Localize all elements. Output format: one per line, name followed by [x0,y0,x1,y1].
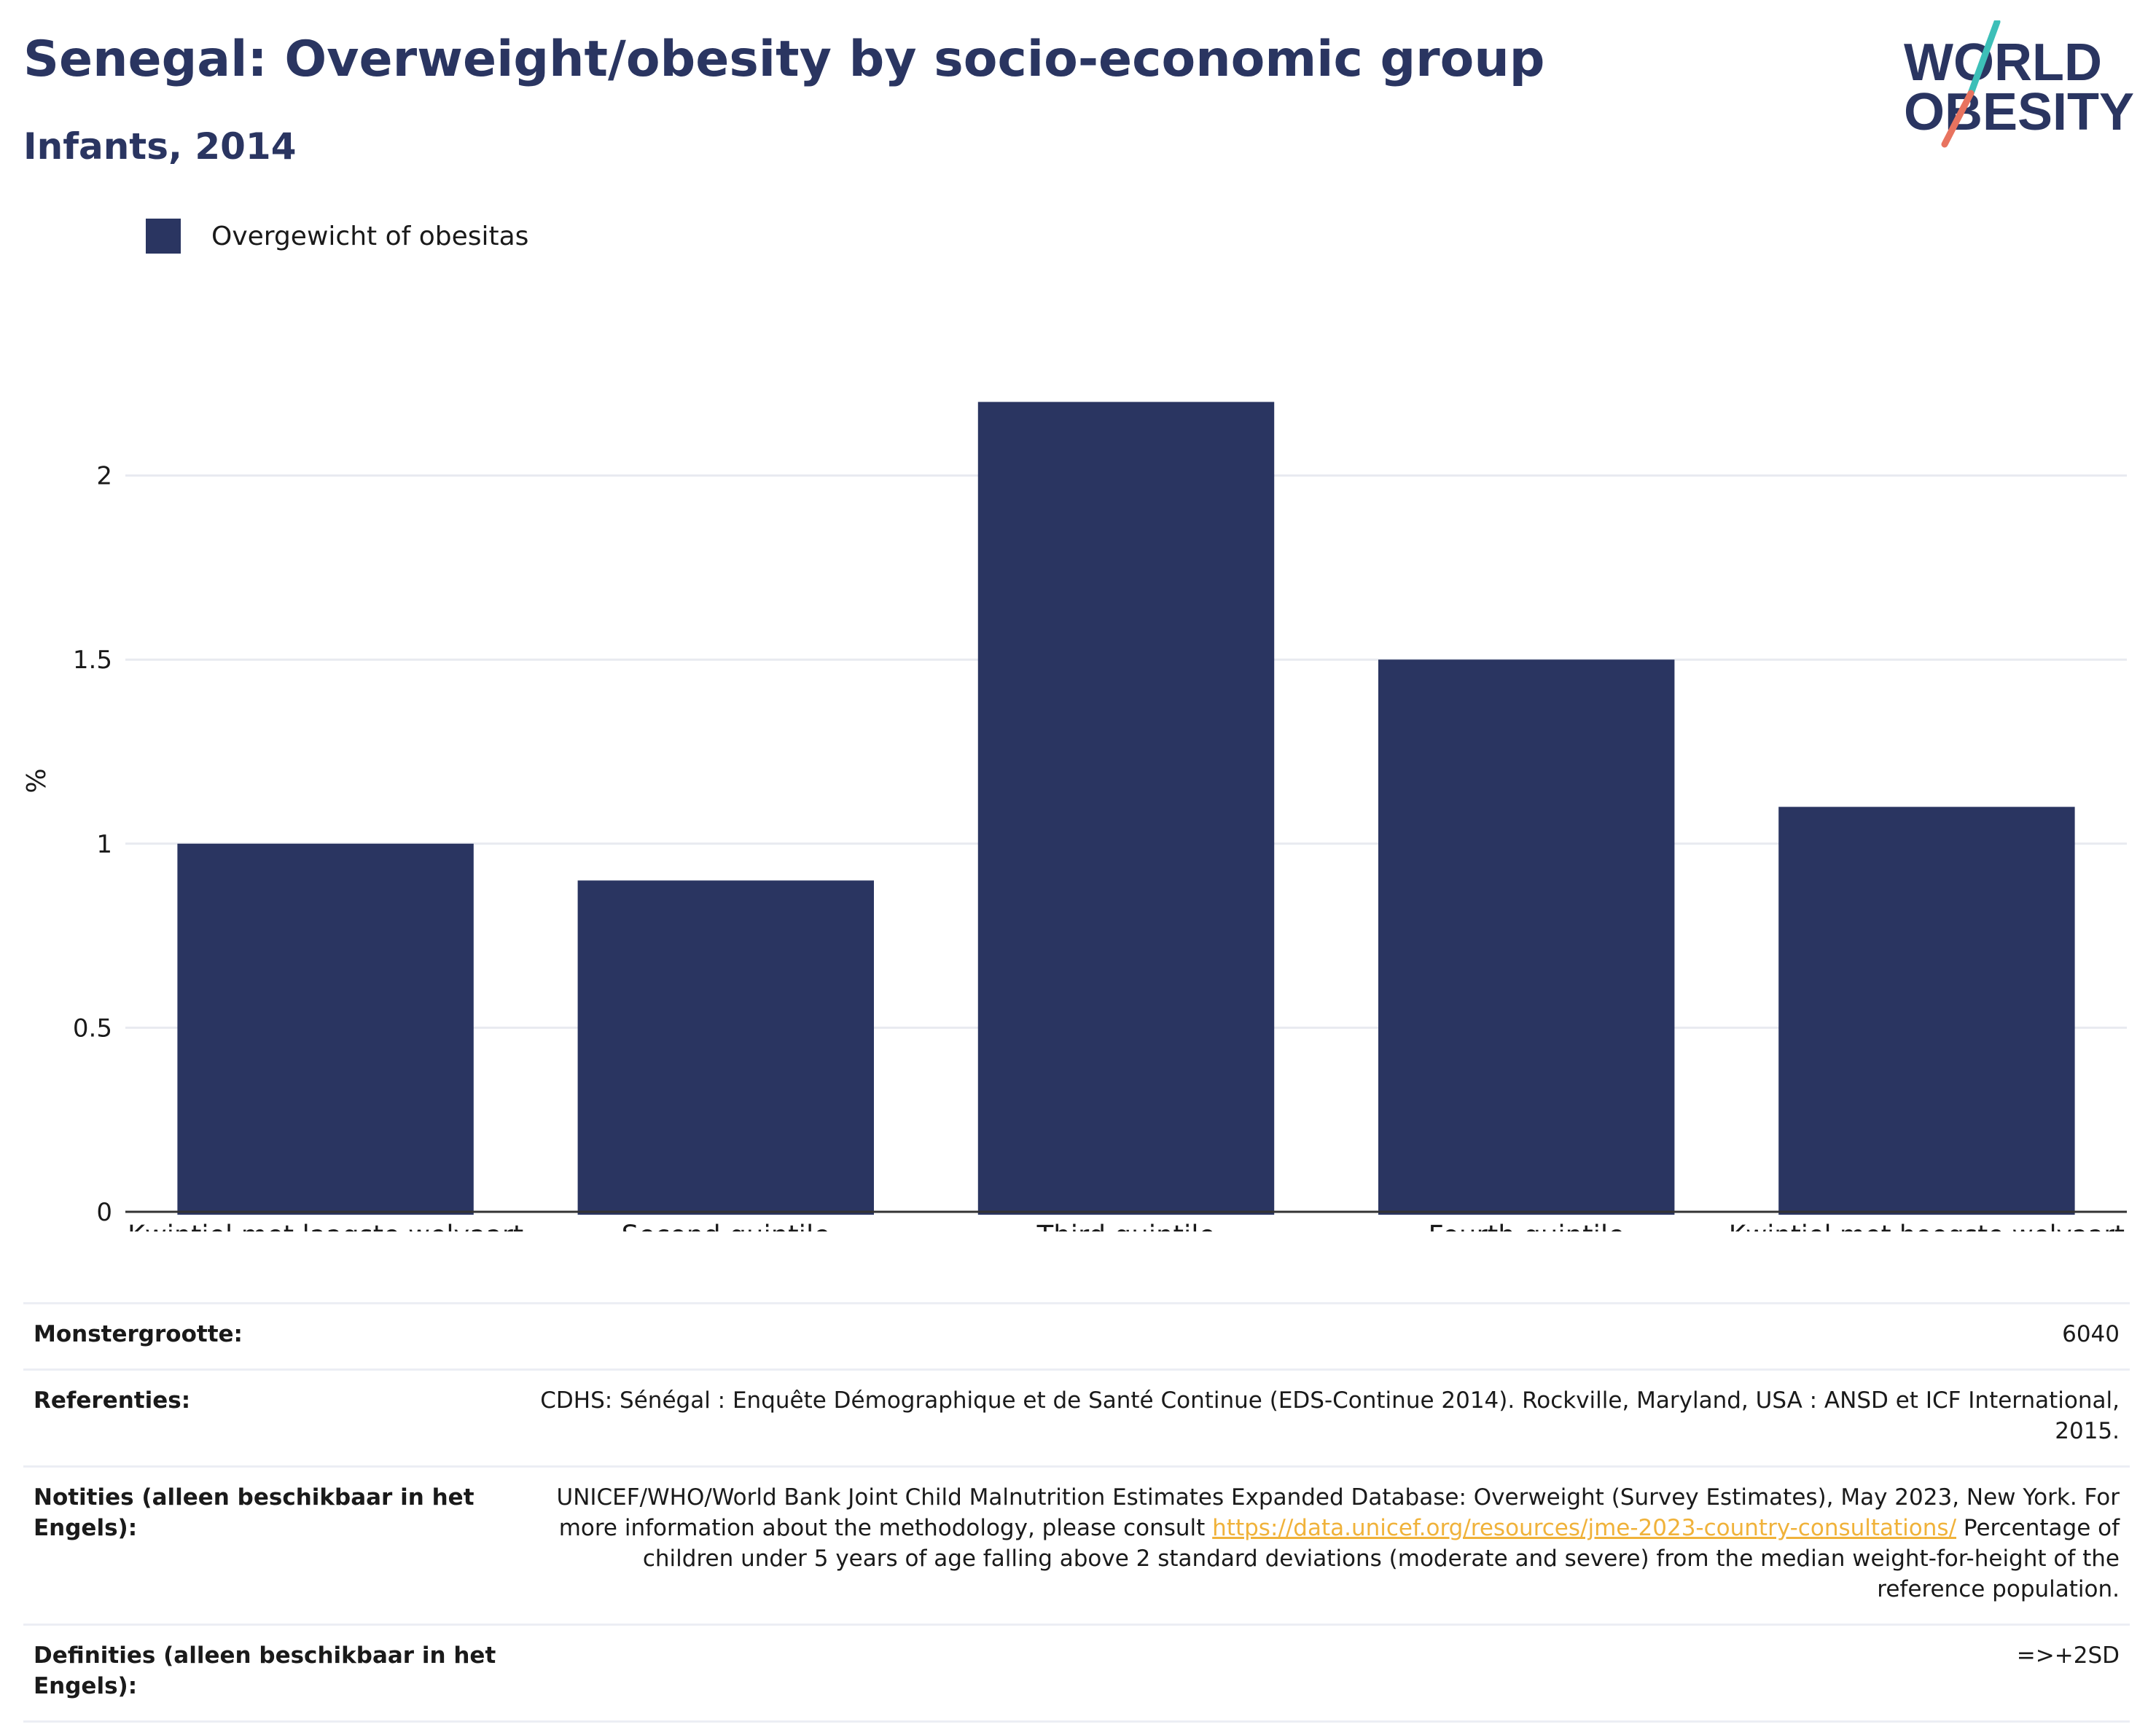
page-title: Senegal: Overweight/obesity by socio-eco… [23,31,1545,88]
logo-slash-coral [1941,90,1975,148]
meta-row-notes: Notities (alleen beschikbaar in het Enge… [23,1465,2130,1624]
notes-text-2: Percentage of children under 5 years of … [642,1515,2120,1602]
references-value: CDHS: Sénégal : Enquête Démographique et… [540,1387,2120,1444]
notes-link[interactable]: https://data.unicef.org/resources/jme-20… [1212,1515,1957,1541]
sample-size-value: 6040 [2062,1321,2120,1347]
y-tick-label: 0.5 [73,1014,112,1043]
y-tick-label: 1.5 [73,646,112,675]
chart-legend: Overgewicht of obesitas [146,216,528,256]
notes-label: Notities (alleen beschikbaar in het Enge… [34,1484,474,1541]
bar[interactable] [977,402,1275,1215]
bar[interactable] [177,843,474,1215]
meta-row-definitions: Definities (alleen beschikbaar in het En… [23,1624,2130,1723]
logo-line-1: WORLD [1904,34,2102,92]
notes-text: UNICEF/WHO/World Bank Joint Child Malnut… [556,1484,2120,1541]
bar-layer [177,402,2075,1215]
y-tick-label: 0 [96,1198,112,1227]
sample-size-label: Monstergrootte: [34,1321,243,1347]
bar-chart: 0 0.5 1 1.5 2 Kwintiel met laagste welvaart Se… [22,402,2127,1231]
references-label: Referenties: [34,1387,191,1414]
bar[interactable] [1778,807,2075,1215]
y-tick-label: 1 [96,830,112,859]
meta-row-references: Referenties: CDHS: Sénégal : Enquête Dém… [23,1368,2130,1465]
notes-value: UNICEF/WHO/World Bank Joint Child Malnut… [531,1482,2120,1605]
meta-row-sample-size: Monstergrootte: 6040 [23,1302,2130,1368]
axis-layer: 0 0.5 1 1.5 2 Kwintiel met laagste welvaart Se… [73,462,2127,1231]
bar[interactable] [577,880,875,1215]
definitions-label: Definities (alleen beschikbaar in het En… [34,1642,496,1699]
legend-label: Overgewicht of obesitas [211,221,529,251]
metadata-table: Monstergrootte: 6040 Referenties: CDHS: … [23,1302,2130,1723]
page-subtitle: Infants, 2014 [23,125,297,168]
x-tick-label: Fourth quintile [1428,1220,1624,1231]
bar[interactable] [1378,659,1675,1215]
y-axis-title: % [22,768,52,793]
logo-slash-teal [1967,20,2001,97]
x-tick-label: Kwintiel met laagste welvaart [128,1220,523,1231]
definitions-value: =>+2SD [2016,1642,2120,1669]
legend-swatch [146,219,181,254]
x-tick-label: Second quintile [622,1220,830,1231]
logo-line-2: OBESITY [1904,83,2134,141]
y-tick-label: 2 [96,462,112,491]
world-obesity-logo: WORLD OBESITY [1904,20,2134,148]
x-tick-label: Third quintile [1036,1220,1216,1231]
x-tick-label: Kwintiel met hoogste welvaart [1729,1220,2125,1231]
